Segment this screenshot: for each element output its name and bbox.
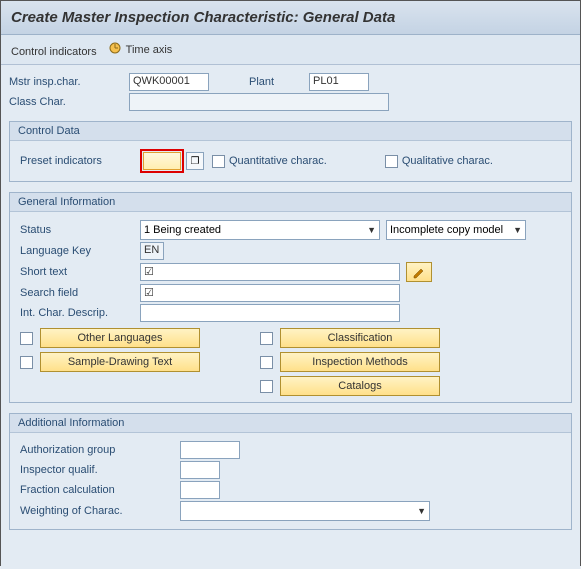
preset-indicators-label: Preset indicators — [20, 155, 140, 167]
status-value: 1 Being created — [144, 224, 221, 236]
fraction-calc-input[interactable] — [180, 481, 220, 499]
sample-drawing-text-button[interactable]: Sample-Drawing Text — [40, 352, 200, 372]
auth-group-label: Authorization group — [20, 444, 180, 456]
toolbar: Control indicators Time axis — [1, 35, 580, 65]
copy-model-value: Incomplete copy model — [390, 224, 503, 236]
class-char-label: Class Char. — [9, 96, 129, 108]
quantitative-label: Quantitative charac. — [229, 155, 327, 167]
plant-label: Plant — [249, 76, 309, 88]
general-info-title: General Information — [10, 193, 571, 212]
classification-checkbox[interactable] — [260, 332, 273, 345]
edit-short-text-button[interactable] — [406, 262, 432, 282]
fraction-calc-label: Fraction calculation — [20, 484, 180, 496]
mstr-insp-char-input[interactable]: QWK00001 — [129, 73, 209, 91]
int-char-descrip-input[interactable] — [140, 304, 400, 322]
search-field-input[interactable]: ☑ — [140, 284, 400, 302]
class-char-input[interactable] — [129, 93, 389, 111]
qualitative-checkbox[interactable] — [385, 155, 398, 168]
catalogs-button[interactable]: Catalogs — [280, 376, 440, 396]
other-languages-checkbox[interactable] — [20, 332, 33, 345]
auth-group-input[interactable] — [180, 441, 240, 459]
quantitative-checkbox[interactable] — [212, 155, 225, 168]
weighting-label: Weighting of Charac. — [20, 505, 180, 517]
inspection-methods-button[interactable]: Inspection Methods — [280, 352, 440, 372]
status-select[interactable]: 1 Being created▼ — [140, 220, 380, 240]
weighting-select[interactable]: ▼ — [180, 501, 430, 521]
short-text-label: Short text — [20, 266, 140, 278]
additional-information-group: Additional Information Authorization gro… — [9, 413, 572, 530]
sample-drawing-checkbox[interactable] — [20, 356, 33, 369]
language-key-label: Language Key — [20, 245, 140, 257]
control-data-title: Control Data — [10, 122, 571, 141]
language-key-input[interactable]: EN — [140, 242, 164, 260]
mstr-insp-char-label: Mstr insp.char. — [9, 76, 129, 88]
pencil-icon — [412, 265, 426, 279]
catalogs-checkbox[interactable] — [260, 380, 273, 393]
page-title: Create Master Inspection Characteristic:… — [1, 1, 580, 35]
search-field-label: Search field — [20, 287, 140, 299]
preset-helper-button[interactable]: ❐ — [186, 152, 204, 170]
control-indicators-link[interactable]: Control indicators — [11, 46, 97, 58]
classification-button[interactable]: Classification — [280, 328, 440, 348]
short-text-input[interactable]: ☑ — [140, 263, 400, 281]
int-char-descrip-label: Int. Char. Descrip. — [20, 307, 140, 319]
additional-info-title: Additional Information — [10, 414, 571, 433]
inspection-methods-checkbox[interactable] — [260, 356, 273, 369]
clock-icon — [108, 41, 122, 58]
inspector-qualif-input[interactable] — [180, 461, 220, 479]
other-languages-button[interactable]: Other Languages — [40, 328, 200, 348]
time-axis-label: Time axis — [126, 44, 173, 56]
preset-highlight — [140, 149, 184, 173]
control-data-group: Control Data Preset indicators ❐ Quantit… — [9, 121, 572, 182]
copy-model-select[interactable]: Incomplete copy model▼ — [386, 220, 526, 240]
status-label: Status — [20, 224, 140, 236]
general-information-group: General Information Status 1 Being creat… — [9, 192, 572, 403]
preset-indicators-input[interactable] — [143, 152, 181, 170]
qualitative-label: Qualitative charac. — [402, 155, 493, 167]
inspector-qualif-label: Inspector qualif. — [20, 464, 180, 476]
time-axis-link[interactable]: Time axis — [108, 41, 173, 58]
plant-input[interactable]: PL01 — [309, 73, 369, 91]
